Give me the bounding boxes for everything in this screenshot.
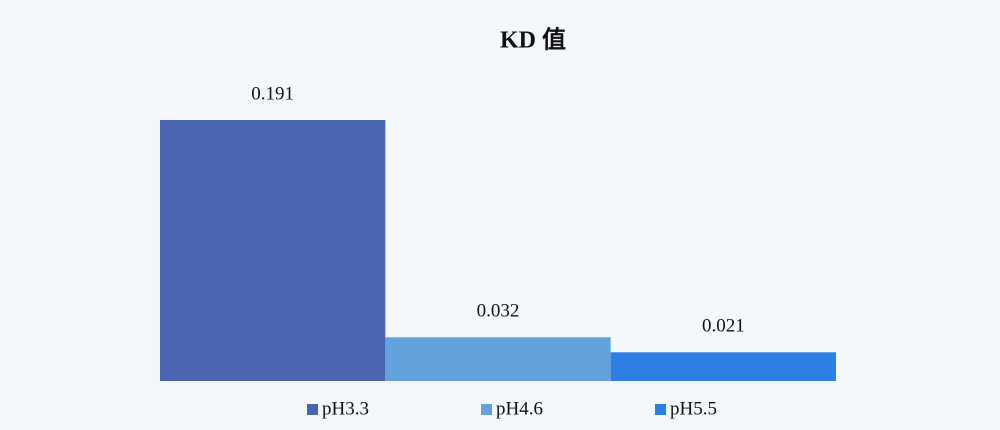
bar — [160, 120, 386, 381]
legend-label: pH3.3 — [322, 398, 369, 419]
value-label: 0.021 — [702, 316, 745, 337]
legend-swatch — [307, 404, 318, 415]
legend-label: pH4.6 — [496, 398, 543, 419]
legend-label: pH5.5 — [670, 398, 717, 419]
chart-title: KD 值 — [500, 26, 566, 54]
legend-swatch — [655, 404, 666, 415]
legend-swatch — [481, 404, 492, 415]
bar — [385, 337, 611, 381]
bar — [610, 352, 836, 381]
value-label: 0.032 — [477, 301, 520, 322]
value-label: 0.191 — [251, 83, 294, 104]
